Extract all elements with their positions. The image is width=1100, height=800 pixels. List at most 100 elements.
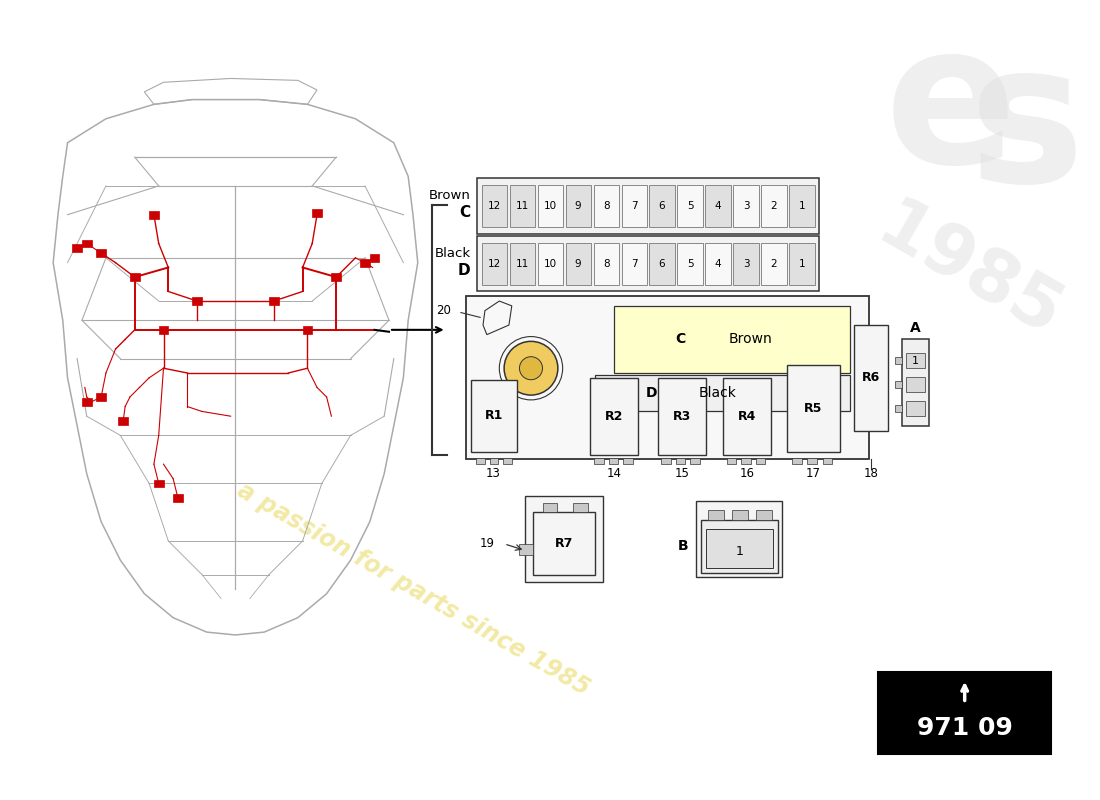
Text: R6: R6 (862, 371, 880, 384)
Bar (81, 240, 91, 247)
Text: 5: 5 (686, 258, 693, 269)
Text: 11: 11 (516, 201, 529, 211)
Bar (691, 458, 700, 464)
Bar (678, 242, 703, 285)
Bar (538, 242, 563, 285)
Bar (894, 381, 902, 388)
Text: e: e (884, 15, 1016, 203)
Text: 18: 18 (864, 467, 879, 480)
Text: A: A (911, 321, 921, 335)
Bar (594, 185, 618, 227)
Text: R5: R5 (804, 402, 823, 415)
Bar (477, 178, 818, 234)
Bar (661, 458, 671, 464)
Bar (790, 185, 814, 227)
Text: C: C (460, 206, 471, 221)
Bar (878, 672, 1050, 754)
Bar (675, 458, 685, 464)
Bar (855, 325, 888, 430)
Bar (482, 242, 507, 285)
Bar (465, 296, 869, 459)
Bar (331, 274, 341, 281)
Bar (649, 242, 674, 285)
Bar (649, 185, 674, 227)
Bar (192, 298, 202, 305)
Bar (312, 209, 322, 217)
Bar (130, 274, 140, 281)
Text: 8: 8 (603, 258, 609, 269)
Bar (81, 398, 91, 406)
Bar (477, 236, 818, 291)
Bar (119, 417, 128, 425)
Text: 1: 1 (799, 201, 805, 211)
Bar (97, 250, 106, 257)
Bar (594, 242, 618, 285)
Bar (761, 242, 786, 285)
Text: R7: R7 (554, 537, 573, 550)
Bar (792, 458, 802, 464)
Bar (761, 185, 786, 227)
Text: 10: 10 (543, 201, 557, 211)
Bar (807, 458, 817, 464)
Bar (696, 501, 782, 578)
Bar (509, 185, 535, 227)
Bar (594, 458, 604, 464)
Bar (503, 458, 512, 464)
Bar (708, 510, 724, 520)
Text: R4: R4 (738, 410, 756, 422)
Bar (360, 259, 370, 266)
Bar (97, 393, 106, 401)
Bar (734, 185, 759, 227)
Bar (788, 366, 840, 452)
Text: R2: R2 (605, 410, 624, 422)
Text: 6: 6 (659, 258, 666, 269)
Bar (471, 380, 517, 452)
Text: B: B (679, 539, 689, 554)
Text: 17: 17 (806, 467, 821, 480)
Text: C: C (675, 333, 685, 346)
Bar (509, 242, 535, 285)
Bar (525, 496, 603, 582)
Bar (733, 510, 748, 520)
Bar (658, 378, 705, 454)
Bar (595, 375, 849, 411)
Bar (573, 502, 587, 512)
Text: Brown: Brown (729, 333, 772, 346)
Bar (532, 512, 595, 574)
Bar (906, 353, 925, 368)
Text: 9: 9 (575, 201, 582, 211)
Bar (370, 254, 379, 262)
Bar (621, 242, 647, 285)
Text: R3: R3 (672, 410, 691, 422)
Bar (705, 530, 773, 568)
Bar (621, 185, 647, 227)
Text: 14: 14 (607, 467, 621, 480)
Text: 3: 3 (742, 201, 749, 211)
Text: 4: 4 (715, 258, 722, 269)
Text: 1: 1 (912, 356, 920, 366)
Bar (173, 494, 183, 502)
Bar (902, 339, 930, 426)
Circle shape (504, 342, 558, 395)
Text: 19: 19 (480, 537, 495, 550)
Bar (757, 510, 772, 520)
Text: 15: 15 (674, 467, 689, 480)
Text: 16: 16 (739, 467, 755, 480)
Bar (565, 185, 591, 227)
Bar (158, 326, 168, 334)
Bar (727, 458, 736, 464)
Bar (823, 458, 833, 464)
Text: 4: 4 (715, 201, 722, 211)
Text: 1985: 1985 (865, 192, 1074, 353)
Text: 2: 2 (771, 201, 778, 211)
Text: Black: Black (698, 386, 736, 400)
Text: 1: 1 (799, 258, 805, 269)
Text: D: D (458, 263, 471, 278)
Text: 7: 7 (630, 201, 637, 211)
Bar (270, 298, 278, 305)
Bar (302, 326, 312, 334)
Text: Black: Black (434, 247, 471, 260)
Bar (591, 378, 638, 454)
Bar (906, 377, 925, 392)
Bar (705, 185, 730, 227)
